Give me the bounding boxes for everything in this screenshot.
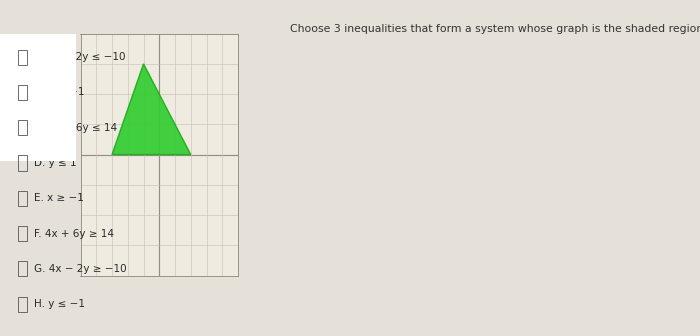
- Text: Choose 3 inequalities that form a system whose graph is the shaded region shown : Choose 3 inequalities that form a system…: [290, 24, 700, 34]
- Bar: [18, 261, 27, 276]
- Text: E. x ≥ −1: E. x ≥ −1: [34, 193, 83, 203]
- Text: F. 4x + 6y ≥ 14: F. 4x + 6y ≥ 14: [34, 228, 113, 239]
- Polygon shape: [112, 64, 190, 155]
- Text: H. y ≤ −1: H. y ≤ −1: [34, 299, 85, 309]
- Bar: [18, 297, 27, 312]
- Bar: [18, 120, 27, 135]
- Bar: [18, 226, 27, 241]
- Text: G. 4x − 2y ≥ −10: G. 4x − 2y ≥ −10: [34, 264, 126, 274]
- Text: D. y ≤ 1: D. y ≤ 1: [34, 158, 76, 168]
- Bar: [18, 85, 27, 100]
- Bar: [18, 156, 27, 171]
- Bar: [0, 34, 76, 161]
- Bar: [18, 191, 27, 206]
- Text: A. 4x − 2y ≤ −10: A. 4x − 2y ≤ −10: [34, 52, 125, 62]
- Bar: [18, 50, 27, 65]
- Text: B. y ≥ −1: B. y ≥ −1: [34, 87, 84, 97]
- Text: C. 4x + 6y ≤ 14: C. 4x + 6y ≤ 14: [34, 123, 117, 133]
